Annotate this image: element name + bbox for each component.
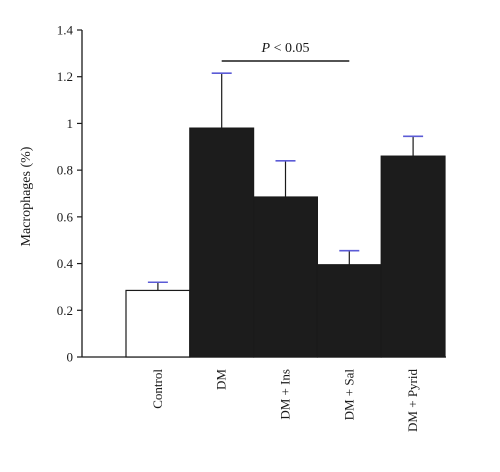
significance-label: P < 0.05 <box>261 41 310 56</box>
x-tick-label: DM + Ins <box>278 369 293 420</box>
y-tick-label: 0 <box>67 350 74 365</box>
p-symbol: P <box>261 41 271 56</box>
y-tick-label: 1.4 <box>57 23 74 38</box>
x-tick-label: DM + Sal <box>341 369 356 421</box>
x-tick-label: Control <box>150 369 165 409</box>
bar-dm-ins <box>253 196 319 358</box>
y-tick-label: 1.2 <box>57 69 73 84</box>
x-tick-labels: Control DM DM + Ins DM + Sal DM + Pyrid <box>150 369 420 432</box>
bars <box>125 127 446 358</box>
bar-dm <box>189 127 255 358</box>
y-tick-label: 1 <box>67 116 74 131</box>
bar-dm-sal <box>316 264 382 358</box>
p-threshold: < 0.05 <box>270 41 309 56</box>
bar-dm-pyrid <box>380 155 446 358</box>
bar-control <box>125 289 191 358</box>
x-tick-label: DM + Pyrid <box>405 369 420 432</box>
y-ticks: 0 0.2 0.4 0.6 0.8 1 1.2 1.4 <box>57 23 82 365</box>
y-tick-label: 0.6 <box>57 209 74 224</box>
error-bars <box>147 72 424 291</box>
y-tick-label: 0.2 <box>57 303 73 318</box>
y-axis-label: Macrophages (%) <box>19 146 34 246</box>
significance-annotation: P < 0.05 <box>221 41 350 62</box>
y-tick-label: 0.8 <box>57 163 73 178</box>
y-tick-label: 0.4 <box>57 256 74 271</box>
x-tick-label: DM <box>214 369 229 390</box>
